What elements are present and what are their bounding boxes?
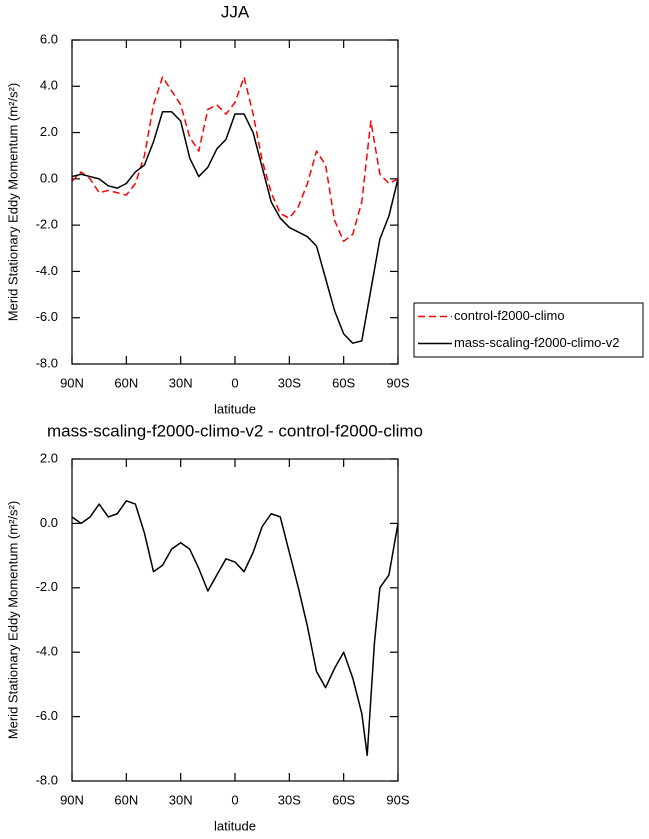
x-tick-label: 30N — [169, 792, 193, 807]
x-axis-label: latitude — [214, 401, 256, 416]
y-tick-label: 2.0 — [40, 450, 58, 465]
y-tick-label: -6.0 — [36, 708, 58, 723]
chart-title: mass-scaling-f2000-climo-v2 - control-f2… — [47, 421, 423, 440]
y-axis-label: Merid Stationary Eddy Momentum (m²/s²) — [5, 501, 20, 739]
x-tick-label: 60S — [332, 792, 355, 807]
legend-label: mass-scaling-f2000-climo-v2 — [454, 335, 619, 350]
x-tick-label: 30S — [278, 792, 301, 807]
y-tick-label: 0.0 — [40, 515, 58, 530]
y-tick-label: -2.0 — [36, 217, 58, 232]
y-tick-label: 2.0 — [40, 124, 58, 139]
y-tick-label: 6.0 — [40, 31, 58, 46]
y-axis-label: Merid Stationary Eddy Momentum (m²/s²) — [5, 83, 20, 321]
y-tick-label: -2.0 — [36, 579, 58, 594]
x-tick-label: 30S — [278, 375, 301, 390]
x-tick-label: 60N — [114, 375, 138, 390]
x-tick-label: 90S — [386, 375, 409, 390]
x-tick-label: 0 — [231, 792, 238, 807]
data-line — [71, 110, 399, 344]
x-tick-label: 90S — [386, 792, 409, 807]
x-tick-label: 90N — [60, 375, 84, 390]
y-tick-label: 0.0 — [40, 170, 58, 185]
y-tick-label: 4.0 — [40, 78, 58, 93]
x-tick-label: 30N — [169, 375, 193, 390]
y-tick-label: -8.0 — [36, 355, 58, 370]
x-tick-label: 90N — [60, 792, 84, 807]
y-tick-label: -8.0 — [36, 772, 58, 787]
data-line — [71, 500, 399, 756]
legend-box — [413, 302, 644, 358]
x-tick-label: 60N — [114, 792, 138, 807]
y-tick-label: -6.0 — [36, 309, 58, 324]
legend-label: control-f2000-climo — [454, 308, 565, 323]
plot-frame — [71, 39, 399, 365]
x-tick-label: 0 — [231, 375, 238, 390]
y-tick-label: -4.0 — [36, 263, 58, 278]
data-line — [71, 76, 399, 243]
x-tick-label: 60S — [332, 375, 355, 390]
chart-title: JJA — [221, 2, 250, 21]
plot-frame — [71, 458, 399, 782]
x-axis-label: latitude — [214, 818, 256, 833]
y-tick-label: -4.0 — [36, 644, 58, 659]
